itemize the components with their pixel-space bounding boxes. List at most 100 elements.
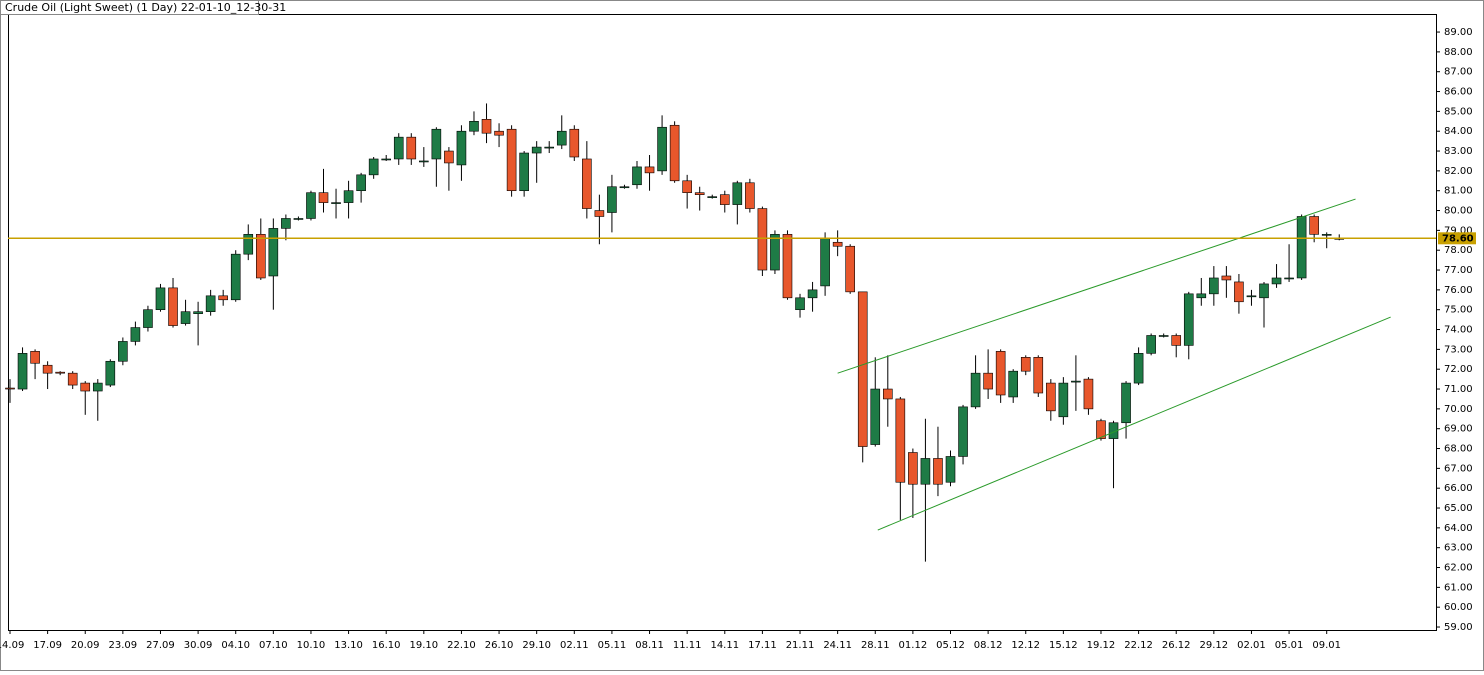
y-tick-label: 78.00 [1444,245,1473,256]
x-tick-label: 27.09 [146,640,175,651]
candle-body [1083,378,1094,410]
y-tick-label: 59.00 [1444,622,1473,633]
x-tick-label: 13.10 [334,640,363,651]
y-tick-label: 89.00 [1444,27,1473,38]
candle-body [1008,370,1019,398]
candle-body [1096,420,1106,439]
candle-body [1259,283,1269,299]
x-tick-label: 10.10 [297,640,326,651]
x-tick-label: 22.10 [447,640,476,651]
candle-body [67,372,78,386]
candle-body [356,174,366,192]
y-tick-label: 63.00 [1444,543,1473,554]
trendline [877,316,1391,531]
candle-body [494,130,504,136]
candle-body [281,218,291,229]
y-tick-label: 86.00 [1444,87,1473,98]
candle-body [795,297,805,311]
candle-body [481,119,492,134]
candle-body [30,351,40,364]
x-tick-label: 30.09 [184,640,213,651]
candle-body [807,289,818,299]
candle-body [1171,335,1182,346]
candle-body [745,182,755,209]
y-tick-label: 64.00 [1444,523,1473,534]
y-tick-label: 60.00 [1444,602,1473,613]
candle-body [80,382,91,392]
y-tick-label: 68.00 [1444,444,1473,455]
candle-body [343,190,354,203]
x-tick-label: 15.12 [1049,640,1078,651]
y-tick-label: 75.00 [1444,305,1473,316]
x-tick-label: 08.11 [635,640,664,651]
x-tick-label: 01.12 [899,640,928,651]
candle-body [1121,382,1131,424]
candle-body [230,253,241,301]
candle-body [933,458,943,485]
x-tick-label: 04.10 [221,640,250,651]
y-tick-label: 82.00 [1444,166,1473,177]
x-tick-label: 28.11 [861,640,890,651]
candle-body [669,124,680,182]
candle-body [694,192,705,195]
candle-body [393,136,404,160]
y-tick-label: 61.00 [1444,582,1473,593]
candle-body [130,327,141,342]
candle-body [143,309,153,328]
candle-body [644,166,655,174]
candle-body [619,186,630,189]
y-tick-label: 65.00 [1444,503,1473,514]
x-tick-label: 21.11 [786,640,815,651]
x-tick-label: 08.12 [974,640,1003,651]
x-tick-label: 23.09 [109,640,138,651]
y-tick-label: 71.00 [1444,384,1473,395]
candle-body [908,452,918,485]
y-tick-label: 70.00 [1444,404,1473,415]
trendline [837,198,1356,374]
candle-body [882,388,893,400]
candle-body [155,287,166,311]
candle-body [419,160,429,163]
x-tick-label: 26.12 [1162,640,1191,651]
x-tick-label: 02.11 [560,640,589,651]
candle-body [1020,357,1031,372]
candle-body [180,311,191,324]
candle-body [1284,277,1294,280]
candle-body [1246,295,1257,298]
candle-body [920,458,931,485]
plot-area [8,14,1437,631]
y-tick-label: 69.00 [1444,424,1473,435]
candle-body [17,353,28,390]
x-tick-label: 17.11 [748,640,777,651]
candle-body [582,158,592,209]
price-label: 78.60 [1442,233,1474,244]
candle-body [92,382,103,392]
candle-body [895,398,906,483]
x-tick-label: 26.10 [485,640,514,651]
candle-body [1196,293,1207,299]
y-tick-label: 77.00 [1444,265,1473,276]
candle-body [5,387,15,390]
candle-body [607,186,617,213]
candle-body [55,371,65,374]
price-label-box [1438,232,1476,245]
candle-body [381,158,392,161]
y-tick-label: 66.00 [1444,483,1473,494]
y-tick-label: 73.00 [1444,344,1473,355]
candle-body [431,128,442,160]
candle-body [519,152,529,192]
candle-body [306,192,316,219]
candle-body [782,234,793,299]
y-tick-label: 72.00 [1444,364,1473,375]
y-tick-label: 81.00 [1444,186,1473,197]
candle-body [845,245,855,293]
candle-body [1146,335,1156,354]
candle-body [205,295,216,312]
x-tick-label: 05.11 [598,640,627,651]
y-tick-label: 83.00 [1444,146,1473,157]
candle-body [1321,234,1332,236]
x-tick-label: 14.09 [0,640,24,651]
y-tick-label: 62.00 [1444,563,1473,574]
candle-body [268,228,279,277]
candle-body [770,234,780,271]
